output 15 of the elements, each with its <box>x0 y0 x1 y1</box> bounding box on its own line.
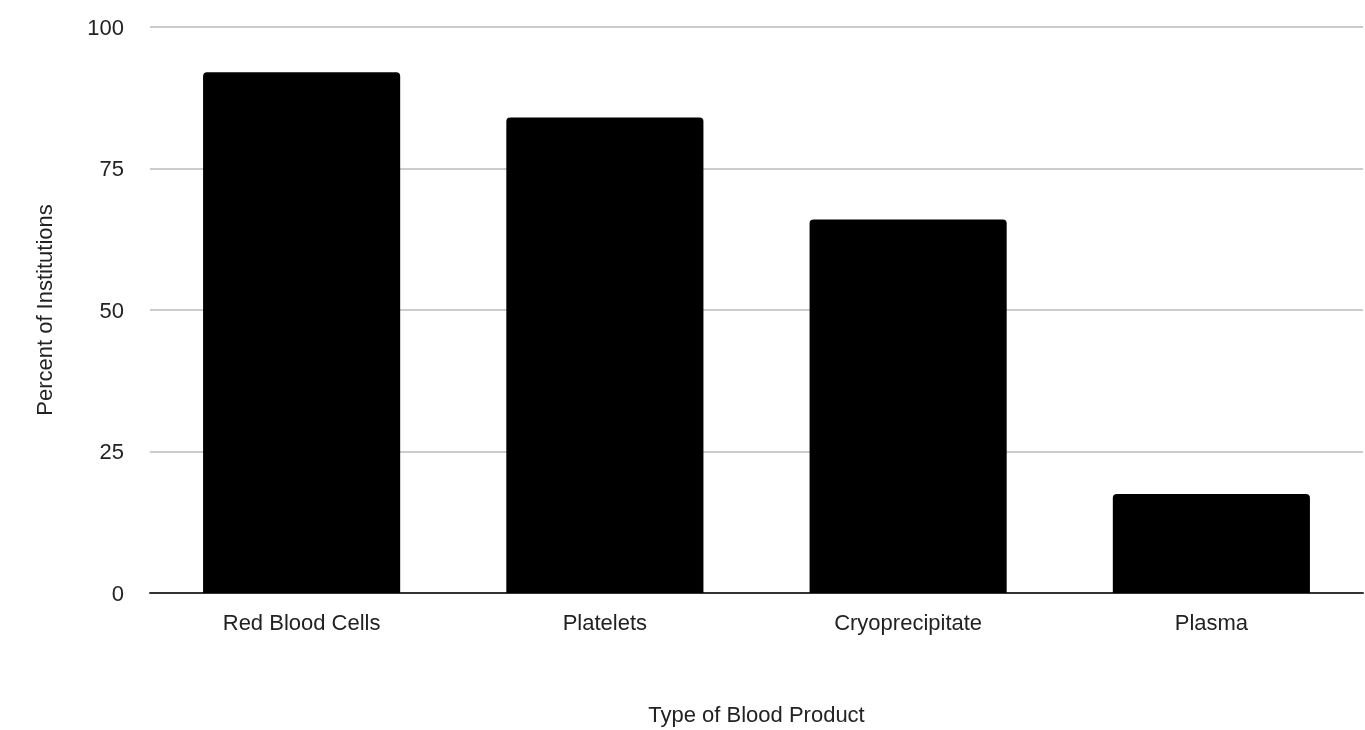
x-axis-title: Type of Blood Product <box>648 701 865 727</box>
bar <box>809 219 1007 593</box>
y-tick-label: 25 <box>99 439 124 464</box>
bar <box>203 72 401 593</box>
y-tick-label: 75 <box>99 156 124 181</box>
x-tick-label: Plasma <box>1174 609 1249 635</box>
bar <box>1112 493 1310 593</box>
y-tick-label: 50 <box>99 297 124 323</box>
y-tick-label: 100 <box>87 14 124 40</box>
x-tick-label: Cryoprecipitate <box>834 609 983 635</box>
bar <box>506 117 704 593</box>
x-tick-label: Platelets <box>562 609 648 635</box>
x-tick-label: Red Blood Cells <box>222 609 381 635</box>
y-tick-label: 0 <box>111 580 124 606</box>
y-axis-title: Percent of Institutions <box>31 204 57 416</box>
